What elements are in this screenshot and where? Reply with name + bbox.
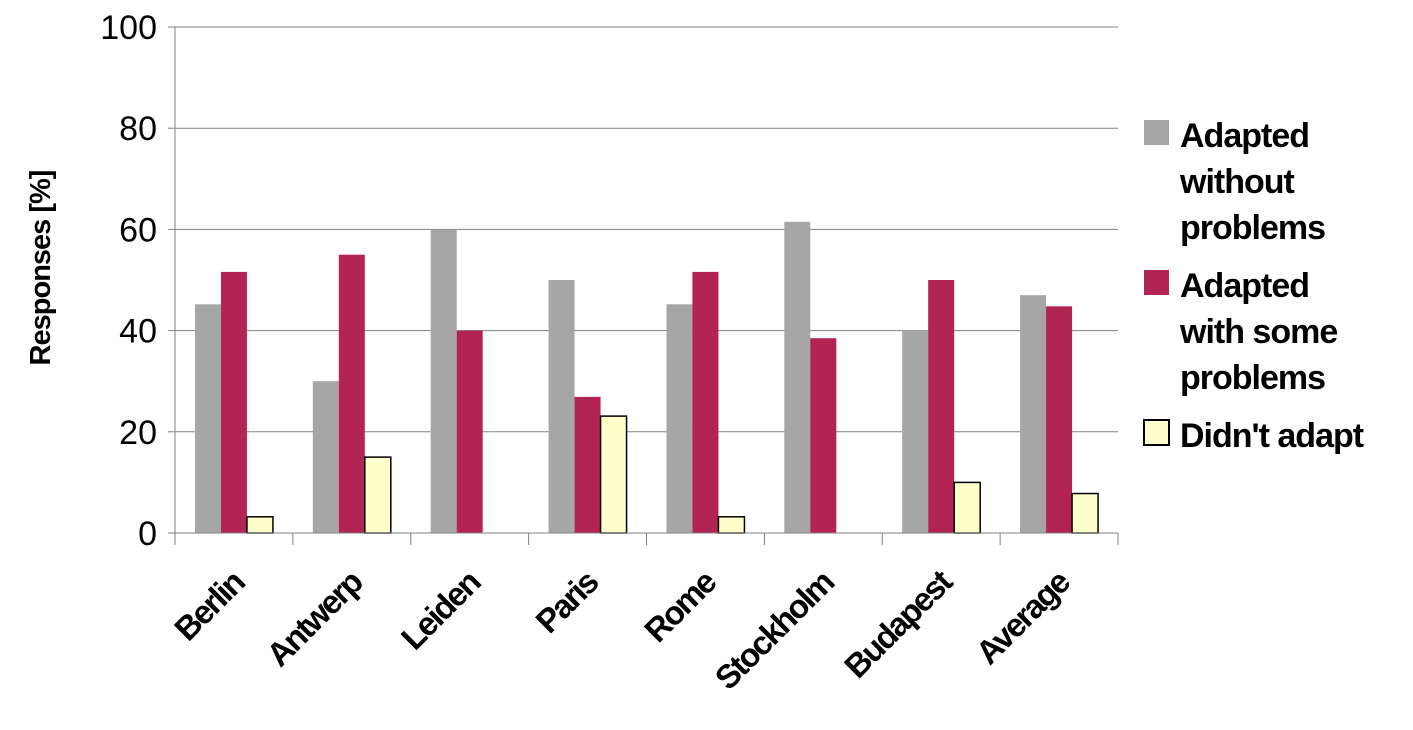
y-tick-label: 100: [100, 9, 157, 47]
y-tick-label: 80: [119, 110, 157, 148]
bar-antwerp-series-1: [312, 381, 339, 533]
bar-rome-series-3: [717, 516, 746, 534]
bar-budapest-series-3: [953, 481, 981, 534]
bar-rome-series-1: [666, 304, 693, 533]
category-label-berlin: Berlin: [167, 563, 251, 647]
bar-paris-series-3: [599, 415, 628, 534]
y-tick-label: 20: [119, 414, 157, 452]
legend-label-1: Adapted without problems: [1179, 117, 1325, 247]
bar-antwerp-series-2: [338, 254, 365, 533]
legend-swatch-1: [1144, 120, 1169, 145]
bar-paris-series-2: [574, 396, 601, 533]
bar-berlin-series-1: [194, 304, 221, 533]
legend-label-line: problems: [1180, 209, 1325, 247]
bar-average-series-3: [1071, 492, 1099, 534]
legend-label-line: without: [1179, 163, 1295, 201]
bar-berlin-series-3: [246, 516, 274, 534]
bar-berlin-series-2: [220, 271, 247, 533]
category-label-antwerp: Antwerp: [259, 563, 369, 673]
bar-paris-series-1: [548, 280, 575, 533]
y-tick-label: 0: [138, 515, 157, 553]
category-label-budapest: Budapest: [837, 562, 960, 685]
bar-average-series-1: [1020, 295, 1047, 533]
bar-budapest-series-2: [928, 280, 955, 533]
bar-stockholm-series-2: [810, 338, 837, 533]
y-tick-label: 40: [119, 313, 157, 351]
bar-rome-series-2: [692, 271, 719, 533]
category-label-rome: Rome: [637, 563, 724, 650]
legend-label-line: Adapted: [1180, 117, 1309, 155]
legend-swatch-3: [1143, 419, 1170, 446]
y-tick-label: 60: [119, 211, 157, 249]
legend-label-line: Didn't adapt: [1180, 417, 1364, 455]
y-axis-title: Responses [%]: [25, 170, 57, 365]
bar-stockholm-series-1: [784, 221, 811, 533]
bar-leiden-series-1: [430, 229, 457, 533]
x-tick-labels: Berlin Antwerp Leiden Paris RomeStockholmBud…: [167, 562, 1077, 696]
bar-leiden-series-2: [456, 330, 483, 533]
axes: [168, 26, 1119, 545]
category-label-stockholm: Stockholm: [708, 563, 841, 696]
category-label-paris: Paris: [528, 563, 605, 640]
bar-antwerp-series-3: [364, 456, 392, 534]
legend-label-line: with some: [1179, 313, 1337, 351]
bar-average-series-2: [1046, 306, 1073, 533]
legend-swatch-2: [1144, 270, 1169, 295]
y-tick-labels: 0 20 40 60 80 100: [100, 9, 157, 553]
bars: [194, 221, 1099, 534]
legend: Adapted without problems Adapted with some pr…: [1143, 117, 1365, 455]
category-label-average: Average: [969, 563, 1078, 672]
legend-label-line: Adapted: [1180, 267, 1309, 305]
legend-label-line: problems: [1180, 359, 1325, 397]
category-label-leiden: Leiden: [394, 563, 487, 656]
gridlines: [175, 26, 1118, 433]
bar-budapest-series-1: [902, 330, 929, 533]
legend-label-2: Adapted with some problems: [1179, 267, 1337, 397]
legend-label-3: Didn't adapt: [1180, 417, 1364, 455]
